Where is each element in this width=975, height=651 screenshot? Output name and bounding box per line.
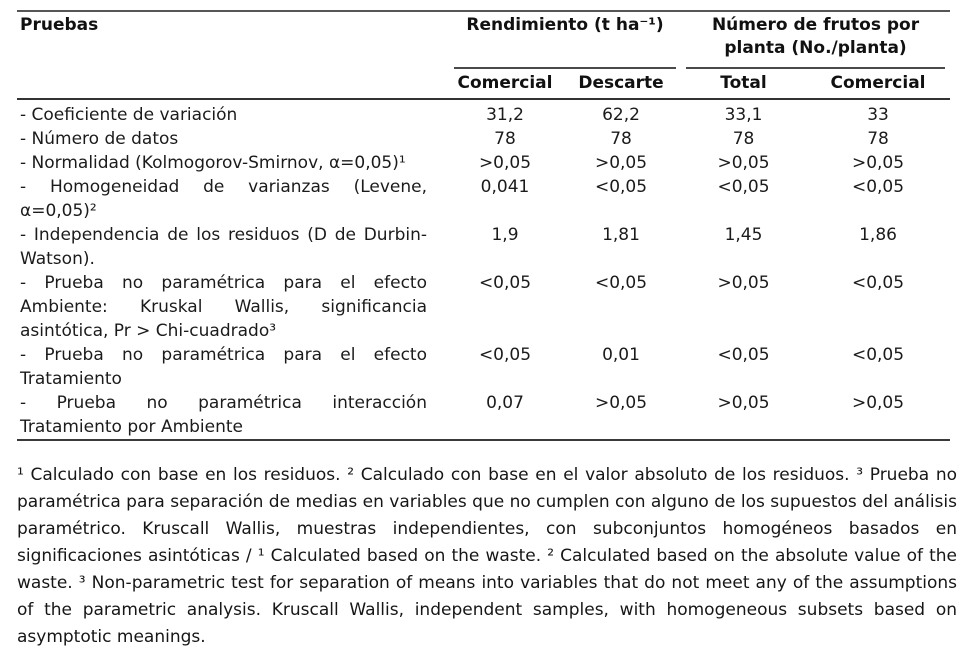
row-value: 1,9 — [491, 225, 519, 245]
row-label: - Normalidad (Kolmogorov-Smirnov, α=0,05… — [20, 153, 406, 173]
statistics-table: Pruebas Rendimiento (t ha⁻¹) Número de f… — [17, 10, 951, 441]
row-value: 33,1 — [724, 105, 763, 125]
row-label: - Homogeneidad de varianzas (Levene, α=0… — [20, 177, 427, 221]
table-row: - Prueba no paramétrica interacción Trat… — [17, 391, 950, 440]
subheader-frutos-total: Total — [681, 69, 807, 100]
row-value: >0,05 — [851, 393, 905, 413]
row-value: 62,2 — [602, 105, 640, 125]
table-footnote: ¹ Calculado con base en los residuos. ² … — [17, 465, 957, 647]
table-row: - Número de datos 78 78 78 78 — [17, 127, 950, 151]
column-header-pruebas: Pruebas — [17, 11, 449, 100]
row-value: <0,05 — [851, 345, 905, 365]
row-value: 78 — [732, 129, 755, 149]
row-value: <0,05 — [851, 177, 905, 197]
row-value: 78 — [494, 129, 516, 149]
table-row: - Coeficiente de variación 31,2 62,2 33,1 33 — [17, 99, 950, 127]
group-header-rendimiento: Rendimiento (t ha⁻¹) — [449, 11, 681, 69]
row-value: 1,45 — [724, 225, 763, 245]
row-label: - Número de datos — [20, 129, 179, 149]
row-value: 1,86 — [859, 225, 897, 245]
table-header: Pruebas Rendimiento (t ha⁻¹) Número de f… — [17, 11, 951, 100]
row-value: 0,07 — [486, 393, 524, 413]
table-row: - Independencia de los residuos (D de Du… — [17, 223, 950, 271]
row-value: >0,05 — [717, 393, 770, 413]
row-value: >0,05 — [478, 153, 532, 173]
row-label: - Prueba no paramétrica para el efecto A… — [20, 273, 427, 341]
page: Pruebas Rendimiento (t ha⁻¹) Número de f… — [17, 10, 957, 647]
row-value: <0,05 — [478, 345, 532, 365]
row-label: - Independencia de los residuos (D de Du… — [20, 225, 427, 269]
group-header-numero-frutos: Número de frutos por planta (No./planta) — [681, 11, 950, 69]
row-label: - Prueba no paramétrica para el efecto T… — [20, 345, 427, 389]
row-value: <0,05 — [717, 177, 770, 197]
row-value: 0,041 — [480, 177, 530, 197]
row-value: >0,05 — [594, 393, 648, 413]
row-value: 0,01 — [602, 345, 640, 365]
table-row: - Homogeneidad de varianzas (Levene, α=0… — [17, 175, 950, 223]
row-label: - Prueba no paramétrica interacción Trat… — [20, 393, 427, 437]
table-row: - Prueba no paramétrica para el efecto A… — [17, 271, 950, 343]
row-value: <0,05 — [594, 177, 648, 197]
table-body: - Coeficiente de variación 31,2 62,2 33,1 33… — [17, 99, 950, 440]
subheader-frutos-comercial: Comercial — [806, 69, 951, 100]
row-value: >0,05 — [851, 153, 905, 173]
row-value: 31,2 — [486, 105, 524, 125]
row-value: >0,05 — [717, 273, 770, 293]
row-value: >0,05 — [594, 153, 648, 173]
row-value: <0,05 — [851, 273, 905, 293]
subheader-row: Comercial Descarte Total Comercial — [17, 69, 951, 100]
row-value: <0,05 — [594, 273, 648, 293]
row-value: <0,05 — [478, 273, 532, 293]
table-row: - Prueba no paramétrica para el efecto T… — [17, 343, 950, 391]
row-value: 1,81 — [602, 225, 640, 245]
table-row: - Normalidad (Kolmogorov-Smirnov, α=0,05… — [17, 151, 950, 175]
row-value: 78 — [610, 129, 632, 149]
row-value: >0,05 — [717, 153, 770, 173]
row-value: 78 — [867, 129, 889, 149]
row-label: - Coeficiente de variación — [20, 105, 238, 125]
group-header-row: Pruebas Rendimiento (t ha⁻¹) Número de f… — [17, 11, 950, 100]
row-value: 33 — [867, 105, 889, 125]
subheader-rendimiento-descarte: Descarte — [561, 69, 682, 100]
row-value: <0,05 — [717, 345, 770, 365]
subheader-rendimiento-comercial: Comercial — [449, 69, 561, 100]
